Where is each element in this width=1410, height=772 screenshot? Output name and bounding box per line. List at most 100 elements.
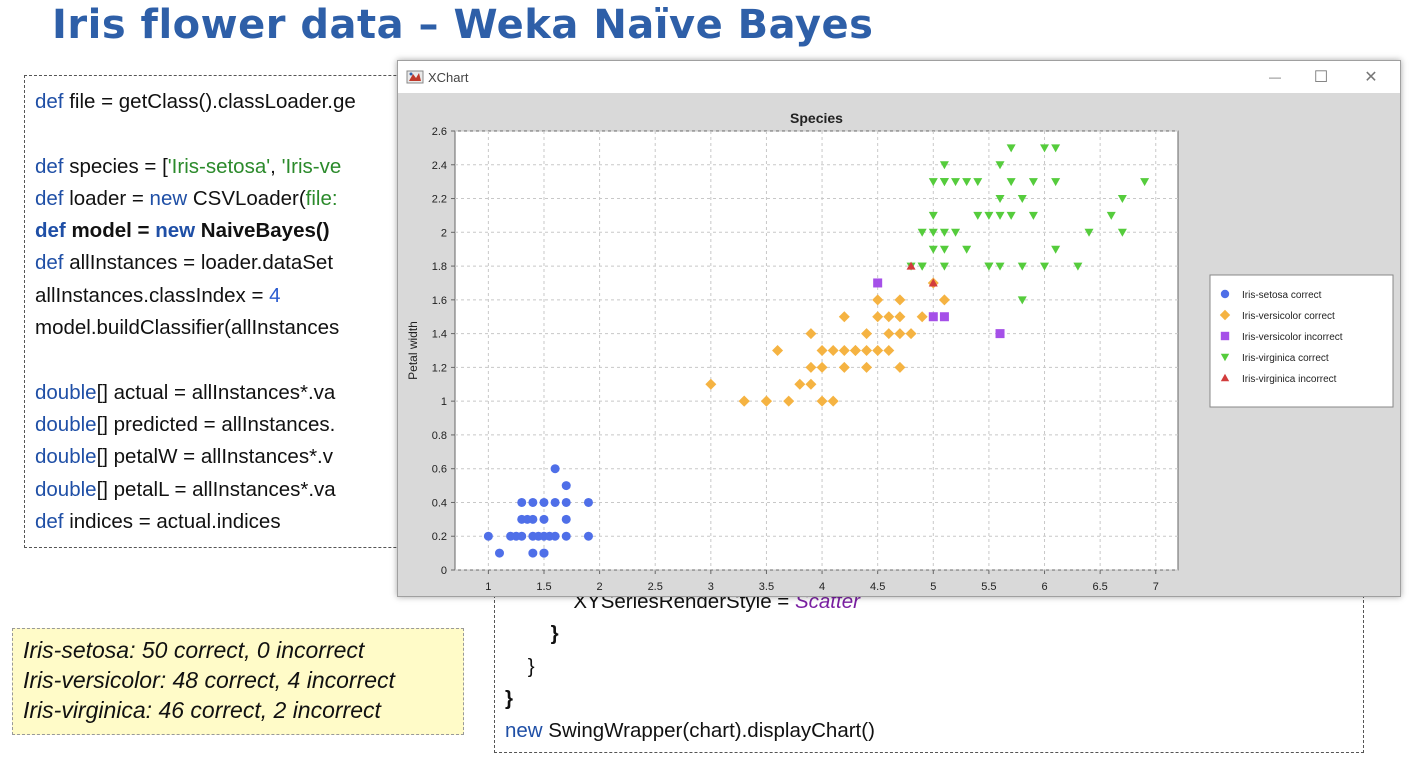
data-point: [539, 548, 549, 558]
x-tick-label: 3.5: [759, 581, 774, 593]
code-line: double[] predicted = allInstances.: [35, 409, 585, 441]
x-tick-label: 4.5: [870, 581, 885, 593]
legend-box: [1209, 274, 1394, 408]
data-point: [906, 261, 916, 270]
data-point: [939, 228, 949, 237]
data-point: [995, 329, 1005, 339]
data-point: [917, 262, 927, 271]
x-tick-label: 2.5: [648, 581, 663, 593]
data-point: [583, 531, 593, 541]
code-line: }: [505, 683, 1363, 715]
code-token: ,: [270, 154, 282, 178]
data-point: [995, 161, 1005, 170]
x-tick-label: 4: [819, 581, 825, 593]
data-point: [951, 228, 961, 237]
code-line: double[] actual = allInstances*.va: [35, 377, 585, 409]
data-point: [816, 361, 828, 373]
minimize-button[interactable]: —: [1252, 61, 1298, 93]
close-button[interactable]: ✕: [1348, 61, 1394, 93]
code-token: def: [35, 219, 66, 243]
data-point: [528, 548, 538, 558]
code-token: double: [35, 477, 97, 501]
data-point: [1028, 178, 1038, 187]
data-point: [539, 497, 549, 507]
data-point: [838, 311, 850, 323]
y-tick-label: 1.6: [432, 295, 447, 307]
summary-note: Iris-setosa: 50 correct, 0 incorrect Iri…: [12, 628, 464, 735]
code-token: 'Iris-setosa': [167, 154, 271, 178]
data-point: [995, 262, 1005, 271]
code-token: }: [505, 654, 535, 678]
data-point: [1051, 144, 1061, 153]
code-token: 'Iris-ve: [281, 154, 342, 178]
data-point: [1028, 211, 1038, 220]
y-tick-label: 0.8: [432, 430, 447, 442]
maximize-icon: ☐: [1313, 69, 1329, 86]
maximize-button[interactable]: ☐: [1298, 61, 1344, 93]
data-point: [805, 328, 817, 340]
data-point: [794, 378, 806, 390]
y-tick-label: 2.6: [432, 126, 447, 138]
data-point: [827, 345, 839, 356]
data-point: [1117, 195, 1127, 204]
minimize-icon: —: [1269, 70, 1281, 84]
data-point: [861, 345, 873, 356]
data-point: [561, 531, 571, 541]
series-0: [483, 464, 593, 558]
code-token: double: [35, 412, 97, 436]
data-point: [561, 497, 571, 507]
xchart-window[interactable]: XChart — ☐ ✕ Species 1 1.5 2 2.5 3 3.5 4 4.5 5 5.5…: [397, 60, 1401, 597]
legend-label: Iris-virginica incorrect: [1242, 374, 1337, 385]
y-tick-label: 0.2: [432, 531, 447, 543]
data-point: [522, 514, 532, 524]
x-tick-label: 6.5: [1092, 581, 1107, 593]
code-line: }: [505, 651, 1363, 683]
data-point: [894, 294, 906, 306]
data-point: [533, 531, 543, 541]
data-point: [1006, 178, 1016, 187]
data-point: [995, 195, 1005, 204]
window-title: XChart: [428, 69, 469, 85]
summary-versicolor: Iris-versicolor: 48 correct, 4 incorrect: [23, 667, 395, 693]
data-point: [849, 345, 861, 356]
legend-label: Iris-versicolor correct: [1242, 311, 1335, 322]
data-point: [1040, 262, 1050, 271]
code-line: def allInstances = loader.dataSet: [35, 247, 585, 279]
data-point: [705, 378, 717, 390]
data-point: [1084, 228, 1094, 237]
data-point: [861, 328, 873, 340]
data-point: [760, 395, 772, 407]
series-1: [705, 277, 950, 407]
y-axis-label: Petal width: [406, 321, 420, 380]
code-token: new: [149, 186, 188, 210]
x-tick-label: 3: [708, 581, 714, 593]
data-point: [962, 245, 972, 254]
code-token: def: [35, 186, 64, 210]
data-point: [973, 178, 983, 187]
code-line: double[] petalW = allInstances*.v: [35, 441, 585, 473]
x-tick-label: 5.5: [981, 581, 996, 593]
code-token: indices = actual.indices: [63, 509, 281, 533]
code-token: }: [505, 686, 513, 710]
summary-setosa: Iris-setosa: 50 correct, 0 incorrect: [23, 637, 365, 663]
code-token: [] petalL = allInstances*.va: [96, 477, 336, 501]
data-point: [928, 312, 938, 322]
code-line: def model = new NaiveBayes(): [35, 215, 585, 247]
code-line: allInstances.classIndex = 4: [35, 280, 585, 312]
code-token: SwingWrapper(chart).displayChart(): [542, 719, 875, 743]
data-point: [583, 497, 593, 507]
code-line: def species = ['Iris-setosa', 'Iris-ve: [35, 151, 585, 183]
data-point: [1117, 228, 1127, 237]
data-point: [939, 245, 949, 254]
code-line: double[] petalL = allInstances*.va: [35, 474, 585, 506]
window-titlebar[interactable]: XChart — ☐ ✕: [398, 61, 1400, 93]
data-point: [939, 161, 949, 170]
code-token: new: [155, 219, 196, 243]
y-tick-label: 2: [441, 227, 447, 239]
code-token: species = [: [63, 154, 168, 178]
data-point: [738, 395, 750, 407]
data-point: [962, 178, 972, 187]
java-app-icon: [406, 70, 424, 84]
summary-virginica: Iris-virginica: 46 correct, 2 incorrect: [23, 697, 381, 723]
data-point: [545, 531, 555, 541]
